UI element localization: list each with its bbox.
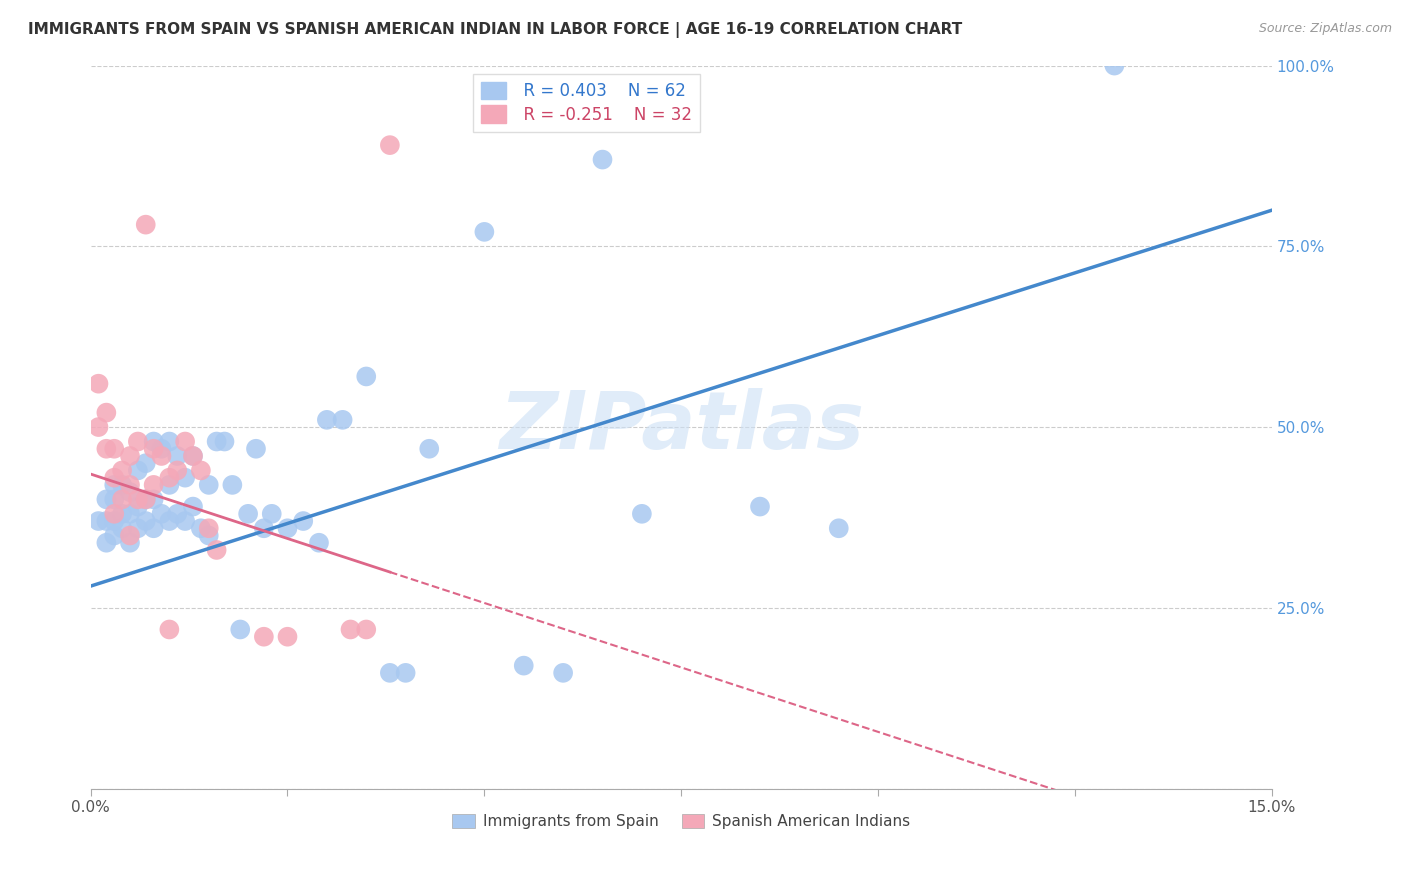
Point	[96, 535, 118, 549]
Point	[96, 514, 118, 528]
Point	[142, 492, 165, 507]
Point	[260, 507, 283, 521]
Point	[157, 478, 180, 492]
Point	[87, 514, 110, 528]
Point	[378, 138, 401, 153]
Point	[96, 442, 118, 456]
Point	[553, 665, 575, 680]
Point	[276, 630, 298, 644]
Point	[135, 492, 157, 507]
Text: Source: ZipAtlas.com: Source: ZipAtlas.com	[1258, 22, 1392, 36]
Point	[157, 471, 180, 485]
Point	[197, 528, 219, 542]
Point	[332, 413, 354, 427]
Point	[111, 492, 134, 507]
Point	[166, 507, 188, 521]
Point	[96, 406, 118, 420]
Point	[276, 521, 298, 535]
Point	[166, 463, 188, 477]
Point	[229, 623, 252, 637]
Point	[118, 478, 141, 492]
Point	[157, 434, 180, 449]
Point	[118, 485, 141, 500]
Point	[828, 521, 851, 535]
Point	[103, 442, 125, 456]
Point	[127, 463, 149, 477]
Point	[181, 500, 204, 514]
Point	[197, 521, 219, 535]
Point	[513, 658, 536, 673]
Point	[87, 376, 110, 391]
Point	[474, 225, 496, 239]
Point	[111, 507, 134, 521]
Point	[354, 623, 377, 637]
Point	[103, 492, 125, 507]
Point	[190, 463, 212, 477]
Point	[253, 521, 276, 535]
Point	[150, 507, 173, 521]
Point	[174, 471, 197, 485]
Point	[127, 521, 149, 535]
Point	[142, 478, 165, 492]
Point	[127, 434, 149, 449]
Point	[181, 449, 204, 463]
Point	[221, 478, 243, 492]
Point	[103, 528, 125, 542]
Point	[150, 442, 173, 456]
Point	[749, 500, 772, 514]
Point	[142, 521, 165, 535]
Text: ZIPatlas: ZIPatlas	[499, 388, 863, 466]
Point	[103, 471, 125, 485]
Point	[135, 492, 157, 507]
Point	[181, 449, 204, 463]
Point	[1104, 59, 1126, 73]
Point	[157, 623, 180, 637]
Point	[592, 153, 614, 167]
Point	[253, 630, 276, 644]
Point	[157, 514, 180, 528]
Point	[127, 500, 149, 514]
Point	[127, 492, 149, 507]
Point	[135, 218, 157, 232]
Point	[166, 449, 188, 463]
Point	[150, 449, 173, 463]
Point	[174, 434, 197, 449]
Point	[111, 521, 134, 535]
Point	[631, 507, 654, 521]
Point	[174, 514, 197, 528]
Point	[142, 442, 165, 456]
Point	[135, 514, 157, 528]
Point	[205, 543, 228, 558]
Point	[142, 434, 165, 449]
Point	[315, 413, 337, 427]
Point	[245, 442, 267, 456]
Point	[118, 535, 141, 549]
Point	[378, 665, 401, 680]
Point	[103, 507, 125, 521]
Point	[354, 369, 377, 384]
Point	[118, 528, 141, 542]
Point	[308, 535, 330, 549]
Point	[236, 507, 259, 521]
Point	[111, 463, 134, 477]
Point	[87, 420, 110, 434]
Point	[111, 478, 134, 492]
Point	[118, 449, 141, 463]
Point	[96, 492, 118, 507]
Point	[118, 507, 141, 521]
Point	[103, 478, 125, 492]
Point	[339, 623, 361, 637]
Point	[190, 521, 212, 535]
Point	[205, 434, 228, 449]
Point	[394, 665, 416, 680]
Point	[135, 456, 157, 470]
Point	[214, 434, 236, 449]
Legend: Immigrants from Spain, Spanish American Indians: Immigrants from Spain, Spanish American …	[446, 808, 917, 835]
Point	[292, 514, 315, 528]
Point	[418, 442, 440, 456]
Text: IMMIGRANTS FROM SPAIN VS SPANISH AMERICAN INDIAN IN LABOR FORCE | AGE 16-19 CORR: IMMIGRANTS FROM SPAIN VS SPANISH AMERICA…	[28, 22, 962, 38]
Point	[103, 514, 125, 528]
Point	[197, 478, 219, 492]
